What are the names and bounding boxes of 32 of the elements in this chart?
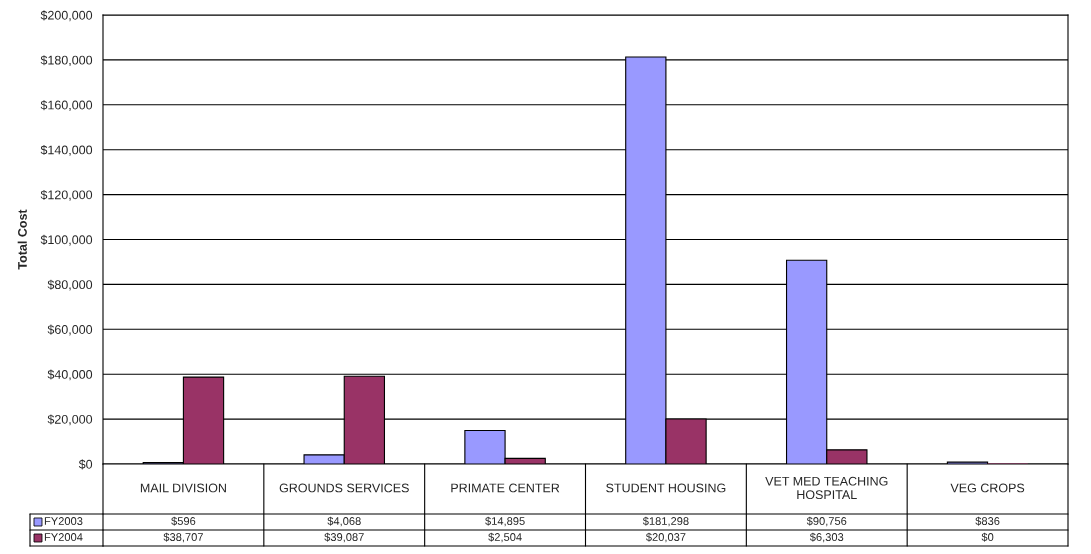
data-label: $836 [975,516,1000,526]
y-tick-label: $200,000 [40,10,93,22]
y-tick-label: $140,000 [40,144,93,156]
x-tick-label: PRIMATE CENTER [451,483,560,493]
data-label: $0 [981,532,994,542]
y-tick-label: $100,000 [40,234,93,246]
data-label: $20,037 [645,532,686,543]
legend-label: FY2003 [44,517,83,525]
data-label: $14,895 [485,516,525,527]
data-label: $38,707 [163,532,203,543]
y-tick-label: $40,000 [47,369,93,381]
data-label: $4,068 [327,516,361,527]
y-tick-label: $80,000 [47,279,93,291]
y-tick-label: $160,000 [40,100,93,111]
y-axis-title: Total Cost [17,209,27,270]
x-tick-label: GROUNDS SERVICES [279,483,409,493]
legend-label: FY2004 [44,533,83,541]
x-tick-label: VEG CROPS [950,483,1025,493]
x-tick-label: STUDENT HOUSING [606,483,726,493]
x-tick-label: MAIL DIVISION [140,483,226,493]
y-tick-label: $180,000 [40,55,93,67]
data-label: $2,504 [488,532,522,543]
x-tick-label: VET MED TEACHING HOSPITAL [765,476,888,500]
y-tick-label: $20,000 [47,414,93,426]
y-tick-label: $0 [78,459,93,470]
data-label: $6,303 [809,532,844,543]
data-label: $181,298 [642,516,689,527]
data-label: $596 [171,516,196,526]
y-tick-label: $60,000 [47,324,93,336]
data-label: $90,756 [806,516,847,527]
data-label: $39,087 [324,532,364,543]
y-tick-label: $120,000 [40,189,93,201]
